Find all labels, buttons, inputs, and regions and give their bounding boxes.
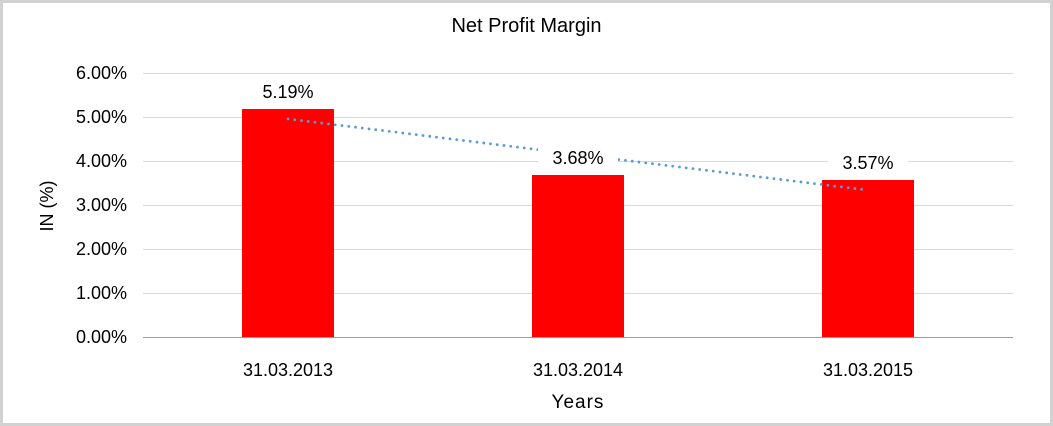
x-axis-title: Years <box>551 392 605 413</box>
y-tick-label: 2.00% <box>75 239 127 259</box>
x-tick-label: 31.03.2014 <box>532 360 624 380</box>
bar-value-label: 3.68% <box>538 147 618 170</box>
chart-title: Net Profit Margin <box>451 15 602 37</box>
gridline <box>143 116 1013 118</box>
gridline <box>143 72 1013 74</box>
bar <box>242 108 334 337</box>
y-tick-label: 6.00% <box>75 63 127 83</box>
bar-value-label: 3.57% <box>828 151 908 174</box>
x-tick-label: 31.03.2015 <box>822 360 914 380</box>
trendline <box>286 117 870 192</box>
x-tick-label: 31.03.2013 <box>242 360 334 380</box>
bar <box>532 175 624 337</box>
axis-line <box>143 336 1013 338</box>
plot-area: 5.19% 3.68% 3.57% <box>143 72 1013 338</box>
bar-value-label: 5.19% <box>248 80 328 103</box>
y-tick-label: 1.00% <box>75 283 127 303</box>
y-tick-label: 5.00% <box>75 107 127 127</box>
y-tick-label: 0.00% <box>75 327 127 347</box>
y-tick-label: 3.00% <box>75 195 127 215</box>
y-tick-label: 4.00% <box>75 151 127 171</box>
bar <box>822 179 914 337</box>
